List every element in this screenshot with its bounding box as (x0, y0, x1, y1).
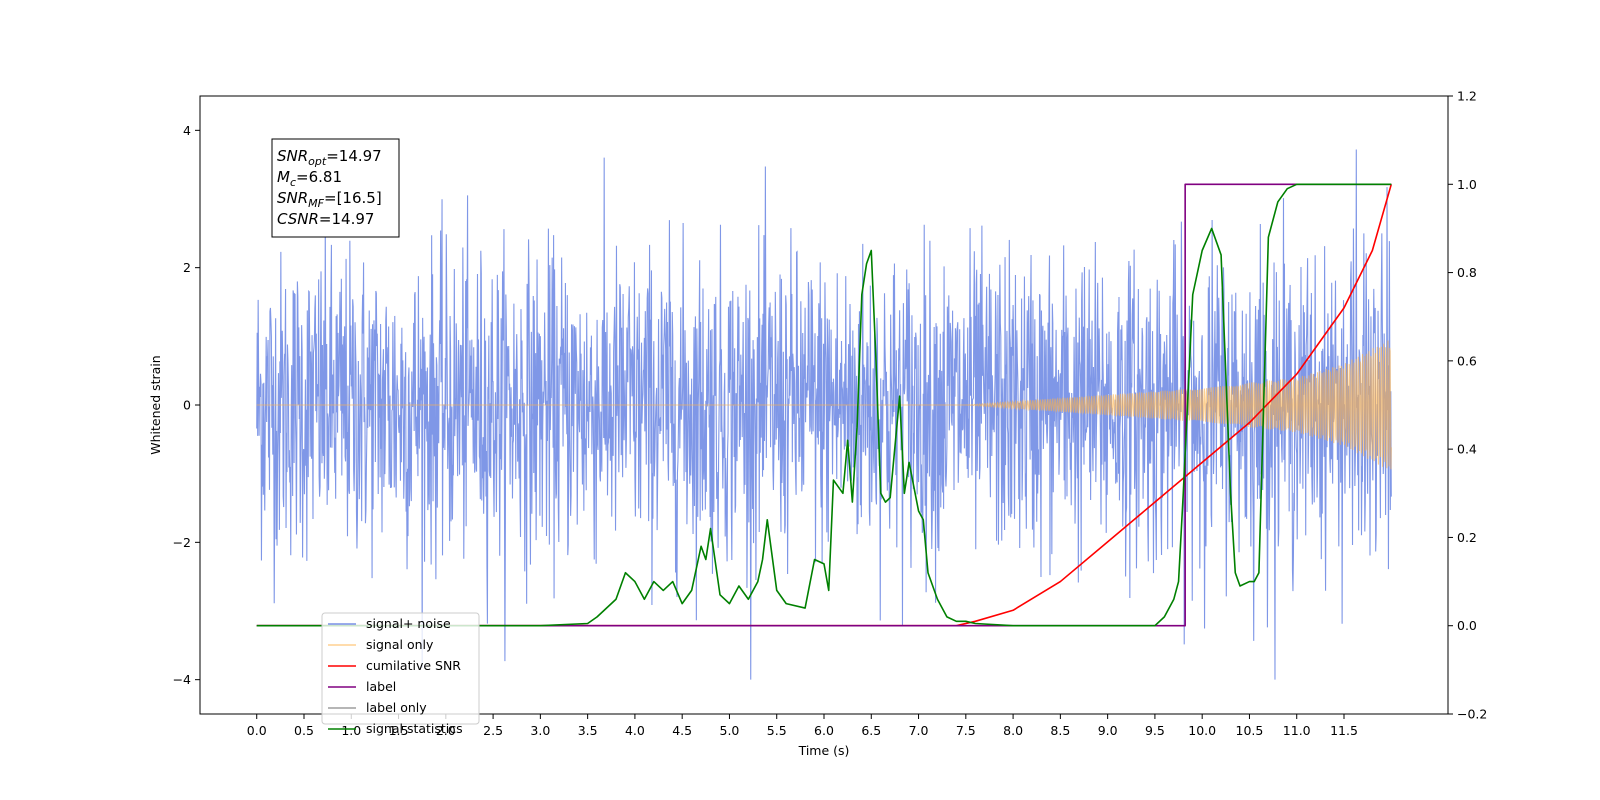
annotation-value: =6.81 (296, 168, 342, 186)
legend: signal+ noise signal only cumilative SNR la… (321, 612, 480, 736)
y-tick-label: 0 (183, 398, 191, 413)
y-tick-label: 2 (183, 260, 191, 275)
y2-tick-label: 1.0 (1457, 177, 1477, 192)
x-tick-label: 2.5 (483, 723, 503, 738)
x-tick-label: 2.0 (436, 723, 456, 738)
x-tick-label: 7.5 (956, 723, 976, 738)
annotation-variable: SNR (277, 189, 308, 207)
y2-tick-label: 0.4 (1457, 442, 1477, 457)
y-tick-label: −4 (173, 672, 191, 687)
x-tick-label: 1.0 (341, 723, 361, 738)
legend-label-label-only: label only (366, 700, 427, 715)
x-tick-label: 10.5 (1236, 723, 1264, 738)
series-signal-plus-noise (256, 149, 1392, 680)
legend-frame (321, 612, 480, 725)
series-signal-statistics (256, 183, 1392, 627)
y-tick-label: 4 (183, 123, 191, 138)
annotation-subscript: c (290, 176, 296, 189)
annotation-line: Mc=6.81 (277, 168, 342, 189)
annotation-line: SNRMF=[16.5] (277, 189, 382, 210)
stats-annotation-box: SNRopt=14.97Mc=6.81SNRMF=[16.5]CSNR=14.9… (271, 138, 400, 238)
x-tick-label: 10.0 (1188, 723, 1216, 738)
x-tick-label: 0.0 (247, 723, 267, 738)
x-axis-ticks: 0.0 0.5 1.0 1.5 2.0 2.5 3.0 3.5 4.0 4.5 5.0 5.5 6.0 6… (247, 714, 1358, 738)
annotation-variable: SNR (277, 147, 308, 165)
x-tick-label: 5.0 (720, 723, 740, 738)
x-tick-label: 1.5 (389, 723, 409, 738)
annotation-variable: M (277, 168, 290, 186)
x-tick-label: 4.5 (672, 723, 692, 738)
annotation-value: =14.97 (326, 147, 382, 165)
y-axis-ticks: 4 2 0 −2 −4 (173, 123, 200, 687)
annotation-line: CSNR=14.97 (277, 210, 374, 228)
y-tick-label: −2 (173, 535, 191, 550)
x-tick-label: 8.5 (1050, 723, 1070, 738)
x-tick-label: 6.5 (861, 723, 881, 738)
y2-tick-label: −0.2 (1457, 707, 1487, 722)
annotation-subscript: MF (308, 197, 324, 210)
series-label (256, 183, 1392, 627)
x-tick-label: 0.5 (294, 723, 314, 738)
x-tick-label: 3.0 (530, 723, 550, 738)
x-tick-label: 7.0 (909, 723, 929, 738)
x-tick-label: 9.5 (1145, 723, 1165, 738)
legend-label-signal-statistics: signal statistics (366, 721, 463, 736)
y2-tick-label: 0.6 (1457, 353, 1477, 368)
legend-label-label: label (366, 679, 396, 694)
y2-tick-label: 1.2 (1457, 89, 1477, 104)
legend-label-signal-only: signal only (366, 637, 434, 652)
x-tick-label: 6.0 (814, 723, 834, 738)
y-axis-label: Whitened strain (148, 355, 163, 454)
annotation-value: =14.97 (319, 210, 375, 228)
annotation-frame (271, 138, 400, 238)
series-cumilative-snr (256, 184, 1393, 627)
x-tick-label: 4.0 (625, 723, 645, 738)
x-tick-label: 5.5 (767, 723, 787, 738)
legend-label-signal-noise: signal+ noise (366, 616, 451, 631)
annotation-line: SNRopt=14.97 (277, 147, 382, 168)
series-signal-only (256, 340, 1392, 470)
x-tick-label: 9.0 (1098, 723, 1118, 738)
x-tick-label: 8.0 (1003, 723, 1023, 738)
annotation-variable: CSNR (277, 210, 319, 228)
x-tick-label: 11.5 (1330, 723, 1358, 738)
x-tick-label: 3.5 (578, 723, 598, 738)
y2-tick-label: 0.2 (1457, 530, 1477, 545)
y2-axis-ticks: 1.2 1.0 0.8 0.6 0.4 0.2 0.0 −0.2 (1448, 89, 1487, 722)
annotation-value: =[16.5] (324, 189, 382, 207)
annotation-subscript: opt (308, 155, 327, 168)
y2-tick-label: 0.0 (1457, 618, 1477, 633)
x-axis-label: Time (s) (798, 743, 850, 758)
legend-label-cumilative-snr: cumilative SNR (366, 658, 461, 673)
x-tick-label: 11.0 (1283, 723, 1311, 738)
y2-tick-label: 0.8 (1457, 265, 1477, 280)
series-layer (256, 149, 1393, 680)
